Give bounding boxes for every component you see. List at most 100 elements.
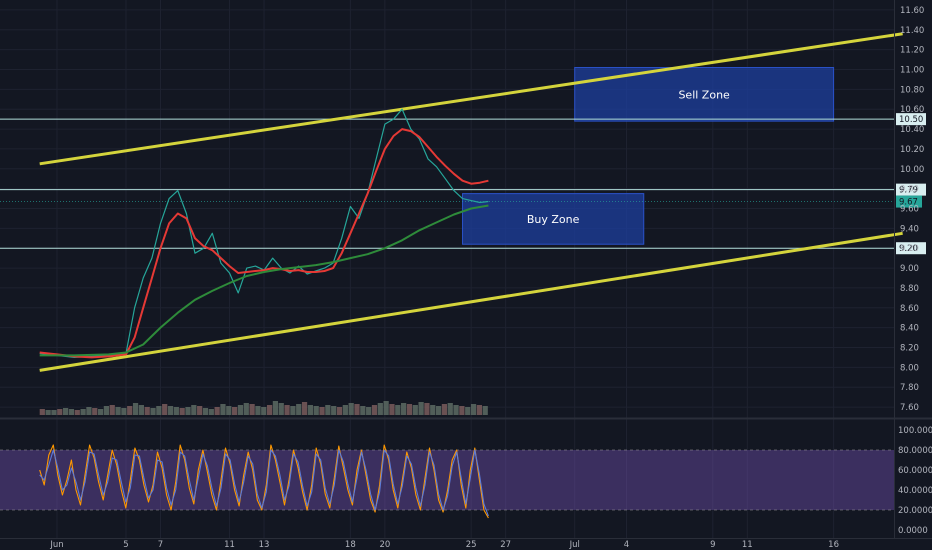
price-tick-label: 9.20: [900, 244, 919, 254]
volume-bar: [97, 409, 104, 415]
volume-bar: [465, 407, 471, 415]
volume-bar: [92, 408, 98, 415]
volume-bar: [45, 410, 51, 415]
volume-bar: [290, 406, 296, 415]
volume-bar: [156, 406, 162, 415]
time-tick-label: 25: [466, 540, 477, 550]
price-series: [39, 108, 489, 359]
volume-bar: [127, 406, 133, 415]
oscillator-tick-label: 80.0000: [898, 446, 932, 456]
time-tick-label: Jul: [569, 540, 580, 550]
price-tick-label: 8.40: [900, 324, 919, 334]
price-tick-label: 9.60: [900, 205, 919, 215]
oscillator-tick-label: 40.0000: [898, 486, 932, 496]
volume-bar: [261, 407, 267, 415]
price-tick-label: 10.60: [900, 105, 924, 115]
zone-box[interactable]: [462, 193, 645, 245]
trendlines[interactable]: [39, 32, 903, 372]
price-tick-label: 7.80: [900, 383, 919, 393]
volume-bar: [232, 407, 238, 415]
time-tick-label: 4: [624, 540, 629, 550]
volume-bar: [272, 401, 279, 415]
price-tick-label: 8.60: [900, 304, 919, 314]
volume-bar: [401, 403, 407, 415]
zone-label: Buy Zone: [527, 213, 580, 226]
time-tick-label: 27: [500, 540, 511, 550]
volume-bar: [435, 406, 442, 415]
volume-bar: [150, 408, 156, 415]
time-tick-label: 18: [345, 540, 356, 550]
volume-bar: [459, 406, 465, 415]
volume-bar: [336, 407, 343, 415]
time-tick-label: Jun: [49, 540, 63, 550]
volume-bar: [331, 406, 337, 415]
series-line: [39, 128, 489, 359]
volume-histogram: [39, 401, 488, 415]
trendline[interactable]: [39, 231, 903, 372]
volume-bar: [278, 403, 284, 415]
price-tick-label: 8.20: [900, 344, 919, 354]
volume-bar: [162, 404, 168, 415]
volume-bar: [424, 403, 430, 415]
price-tick-label: 8.80: [900, 284, 919, 294]
time-tick-label: 5: [123, 540, 128, 550]
level-tag-label: 9.79: [899, 186, 918, 196]
volume-bar: [74, 410, 80, 415]
time-tick-label: 11: [742, 540, 753, 550]
volume-bar: [191, 405, 197, 415]
volume-bar: [202, 408, 209, 415]
volume-bar: [144, 407, 150, 415]
volume-bar: [354, 404, 360, 415]
volume-bar: [173, 407, 179, 415]
horizontal-levels[interactable]: 10.50 9.79 9.20 9.67: [0, 113, 926, 255]
price-tick-label: 7.60: [900, 403, 919, 413]
volume-bar: [237, 405, 244, 415]
price-tick-label: 10.00: [900, 165, 924, 175]
volume-bar: [132, 403, 139, 415]
volume-bar: [39, 409, 45, 415]
volume-bar: [185, 407, 191, 415]
volume-bar: [430, 405, 436, 415]
volume-bar: [243, 403, 249, 415]
volume-bar: [482, 406, 488, 415]
oscillator-line: [39, 449, 489, 517]
price-tick-label: 11.40: [900, 26, 924, 36]
volume-bar: [348, 403, 354, 415]
volume-bar: [179, 408, 185, 415]
volume-bar: [418, 402, 424, 415]
volume-bar: [476, 405, 482, 415]
price-tick-label: 10.20: [900, 145, 924, 155]
volume-bar: [325, 405, 331, 415]
volume-bar: [80, 409, 86, 415]
volume-bar: [226, 406, 232, 415]
volume-bar: [197, 406, 203, 415]
volume-bar: [51, 410, 57, 415]
volume-bar: [214, 407, 220, 415]
price-tick-label: 8.00: [900, 363, 919, 373]
volume-bar: [412, 405, 418, 415]
oscillator-series: [39, 444, 489, 519]
volume-bar: [109, 405, 115, 415]
volume-bar: [366, 407, 372, 415]
price-tick-label: 11.20: [900, 46, 924, 56]
price-tick-label: 11.00: [900, 66, 924, 76]
volume-bar: [470, 404, 477, 415]
volume-bar: [220, 404, 226, 415]
trendline[interactable]: [39, 32, 903, 166]
volume-bar: [249, 404, 255, 415]
volume-bar: [167, 406, 174, 415]
oscillator-tick-label: 20.0000: [898, 506, 932, 516]
volume-bar: [406, 404, 413, 415]
volume-bar: [342, 405, 348, 415]
oscillator-line: [39, 444, 489, 519]
volume-bar: [57, 409, 63, 415]
volume-bar: [208, 409, 214, 415]
oscillator-tick-label: 60.0000: [898, 466, 932, 476]
level-tag: [896, 113, 926, 126]
volume-bar: [383, 401, 389, 415]
level-tag-label: 10.50: [899, 115, 923, 125]
volume-bar: [447, 403, 453, 415]
volume-bar: [307, 405, 313, 415]
